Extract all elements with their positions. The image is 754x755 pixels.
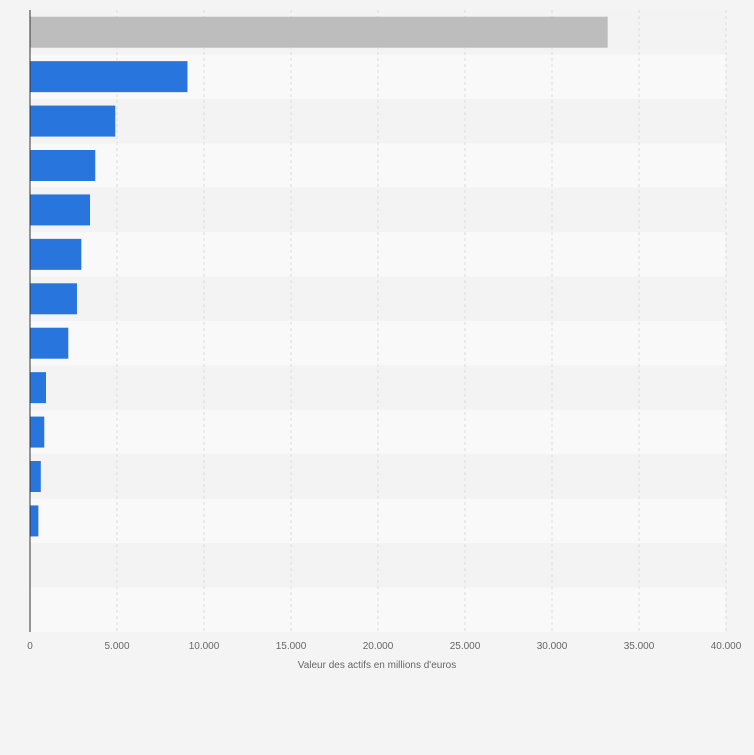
x-tick-label: 40.000 [711,641,742,652]
x-axis-label: Valeur des actifs en millions d'euros [298,660,456,671]
bar [30,16,608,48]
bar [30,194,91,226]
x-tick-label: 30.000 [537,641,568,652]
bar [30,238,82,270]
bars [30,16,608,537]
x-tick-label: 20.000 [363,641,394,652]
x-tick-label: 15.000 [276,641,307,652]
bar [30,150,96,181]
x-tick-label: 35.000 [624,641,655,652]
x-tick-label: 10.000 [189,641,220,652]
bar [30,327,69,359]
x-tick-labels: 0 5.000 10.000 15.000 20.000 25.000 30.000 35.0… [27,641,742,652]
gridlines [116,10,727,632]
x-tick-label: 5.000 [104,641,129,652]
bar [30,416,45,448]
bar [30,505,39,537]
bar [30,61,188,93]
bar [30,283,77,315]
bar [30,105,116,137]
x-tick-label: 25.000 [450,641,481,652]
bar [30,372,47,404]
bar [30,461,41,492]
x-tick-label: 0 [27,641,33,652]
